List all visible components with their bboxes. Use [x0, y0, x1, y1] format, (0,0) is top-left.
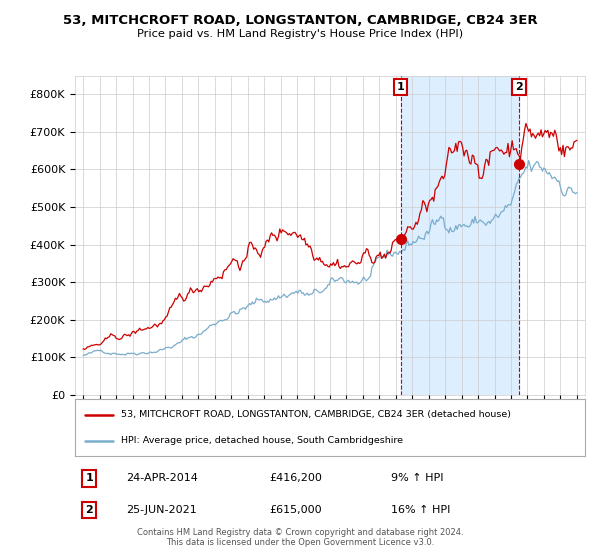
- Text: £416,200: £416,200: [269, 473, 322, 483]
- Text: 9% ↑ HPI: 9% ↑ HPI: [391, 473, 444, 483]
- Bar: [401, 76, 519, 395]
- Text: Contains HM Land Registry data © Crown copyright and database right 2024.
This d: Contains HM Land Registry data © Crown c…: [137, 528, 463, 547]
- Text: 2: 2: [515, 82, 523, 92]
- Text: 53, MITCHCROFT ROAD, LONGSTANTON, CAMBRIDGE, CB24 3ER (detached house): 53, MITCHCROFT ROAD, LONGSTANTON, CAMBRI…: [121, 410, 511, 419]
- Text: HPI: Average price, detached house, South Cambridgeshire: HPI: Average price, detached house, Sout…: [121, 436, 403, 445]
- Text: £615,000: £615,000: [269, 505, 322, 515]
- Text: 25-JUN-2021: 25-JUN-2021: [126, 505, 197, 515]
- Text: 16% ↑ HPI: 16% ↑ HPI: [391, 505, 451, 515]
- Text: 1: 1: [85, 473, 93, 483]
- Text: 53, MITCHCROFT ROAD, LONGSTANTON, CAMBRIDGE, CB24 3ER: 53, MITCHCROFT ROAD, LONGSTANTON, CAMBRI…: [62, 14, 538, 27]
- Text: 2: 2: [85, 505, 93, 515]
- Text: 24-APR-2014: 24-APR-2014: [126, 473, 198, 483]
- Text: 1: 1: [397, 82, 404, 92]
- Text: Price paid vs. HM Land Registry's House Price Index (HPI): Price paid vs. HM Land Registry's House …: [137, 29, 463, 39]
